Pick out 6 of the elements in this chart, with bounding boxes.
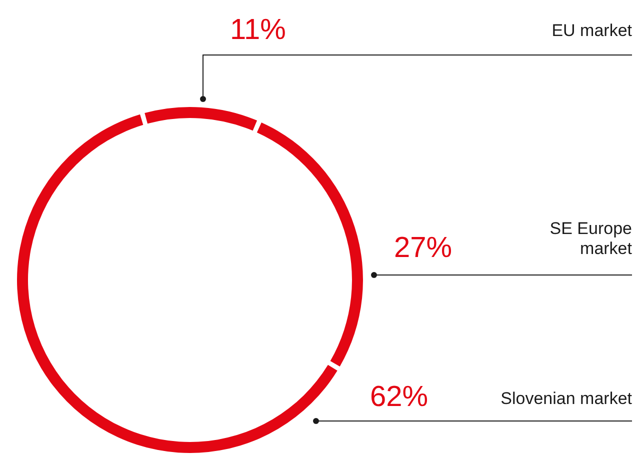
data-label: 62% (368, 381, 430, 413)
slice-label: SE Europe market (548, 219, 632, 259)
slice-label: Slovenian market (500, 389, 632, 408)
data-label: 11% (229, 14, 287, 46)
slice-label: EU market (550, 21, 632, 41)
data-label: 27% (392, 232, 454, 264)
